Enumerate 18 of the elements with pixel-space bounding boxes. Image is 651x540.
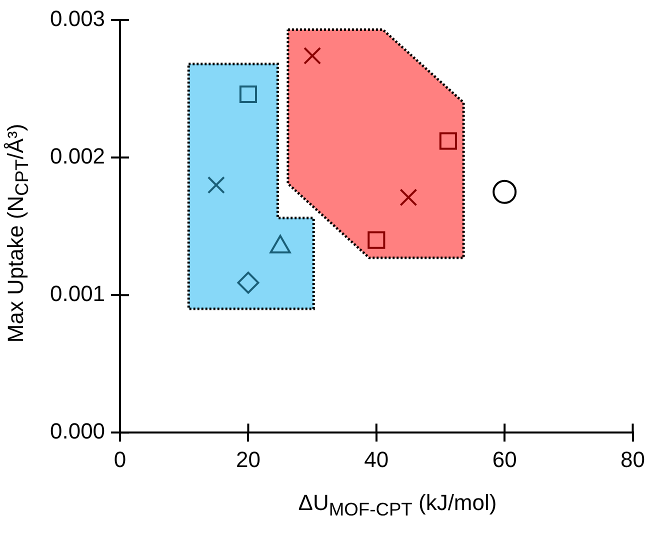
x-tick-label: 40 — [364, 446, 389, 472]
x-tick-label: 0 — [114, 446, 126, 472]
x-tick-label: 20 — [236, 446, 260, 472]
point — [237, 272, 260, 294]
point — [239, 85, 258, 104]
point — [304, 46, 322, 65]
point — [492, 180, 517, 204]
point — [368, 231, 386, 249]
y-tick-label: 0.000 — [50, 418, 106, 444]
x-tick-label: 60 — [492, 446, 517, 472]
x-axis-title: ΔU$_{MOF-CPT}$ (kJ/mol) — [297, 490, 498, 520]
y-tick-label: 0.003 — [50, 6, 106, 32]
point — [439, 132, 457, 150]
point — [400, 188, 418, 206]
y-tick-label: 0.001 — [50, 281, 106, 306]
x-tick-label: 80 — [620, 446, 646, 472]
y-tick-label: 0.002 — [50, 144, 106, 169]
point — [207, 176, 225, 194]
